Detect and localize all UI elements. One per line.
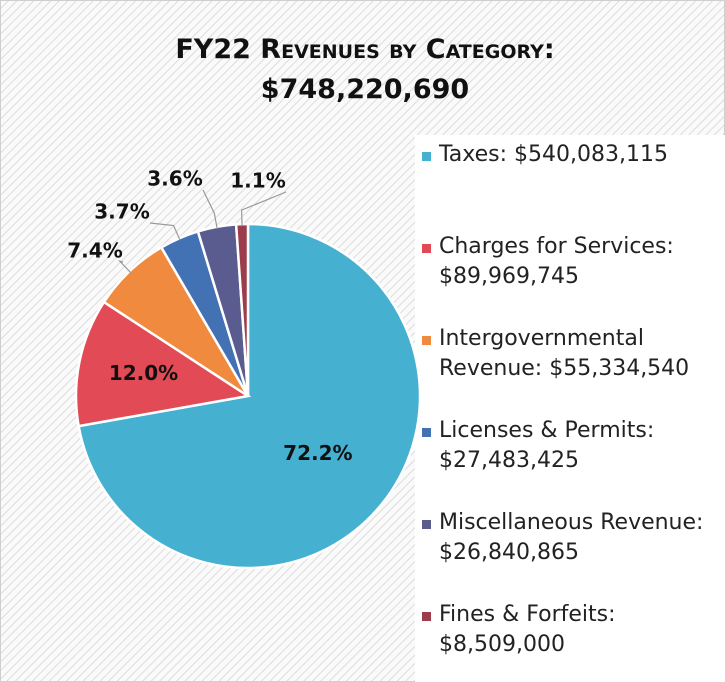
legend-label: Fines & Forfeits: $8,509,000 xyxy=(439,602,616,657)
legend-label: Licenses & Permits: $27,483,425 xyxy=(439,418,655,473)
legend-item: Charges for Services: $89,969,745 xyxy=(420,232,720,324)
legend-item: Taxes: $540,083,115 xyxy=(420,140,720,232)
legend-swatch xyxy=(422,336,431,345)
legend-item: Intergovernmental Revenue: $55,334,540 xyxy=(420,324,720,416)
chart-subtitle: $748,220,690 xyxy=(261,74,469,105)
legend-label: Charges for Services: $89,969,745 xyxy=(439,234,674,289)
legend-swatch xyxy=(422,612,431,621)
data-label: 3.6% xyxy=(147,167,202,191)
legend-label: Taxes: $540,083,115 xyxy=(439,142,668,167)
data-label: 3.7% xyxy=(94,200,149,224)
legend-swatch xyxy=(422,428,431,437)
leader-line xyxy=(117,260,132,274)
data-label: 72.2% xyxy=(283,441,352,465)
data-label: 12.0% xyxy=(109,361,178,385)
legend-item: Licenses & Permits: $27,483,425 xyxy=(420,416,720,508)
chart-title: FY22 Revenues by Category: xyxy=(175,34,554,65)
pie-slice xyxy=(74,300,252,428)
leader-line xyxy=(240,191,287,227)
data-label: 7.4% xyxy=(67,239,122,263)
leader-line xyxy=(149,222,181,241)
data-label: 1.1% xyxy=(230,169,285,193)
legend-label: Miscellaneous Revenue: $26,840,865 xyxy=(439,510,704,565)
legend-item: Miscellaneous Revenue: $26,840,865 xyxy=(420,508,720,600)
leader-line xyxy=(202,189,218,229)
legend-item: Fines & Forfeits: $8,509,000 xyxy=(420,600,720,682)
legend-label: Intergovernmental Revenue: $55,334,540 xyxy=(439,326,690,381)
legend-background xyxy=(415,135,725,682)
legend-swatch xyxy=(422,244,431,253)
legend-swatch xyxy=(422,520,431,529)
legend-swatch xyxy=(422,152,431,161)
legend: Taxes: $540,083,115 Charges for Services:… xyxy=(420,140,720,682)
